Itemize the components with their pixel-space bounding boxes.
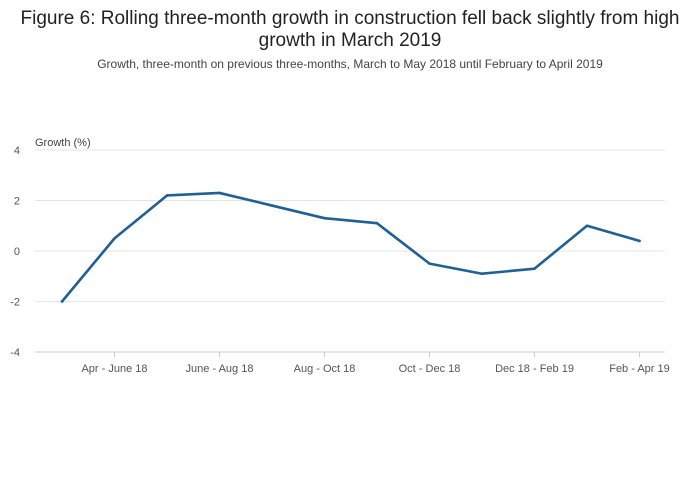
data-point (270, 204, 274, 207)
chart-title: Figure 6: Rolling three-month growth in … (20, 8, 680, 51)
y-tick-label: 4 (14, 145, 20, 157)
y-tick-label: 2 (14, 196, 20, 208)
x-tick-label: Feb - Apr 19 (609, 363, 670, 375)
y-tick-label: -2 (10, 297, 20, 309)
data-point (428, 262, 431, 265)
data-point (375, 221, 379, 225)
data-point (60, 300, 64, 303)
chart-subtitle: Growth, three-month on previous three-mo… (97, 57, 603, 71)
x-tick-label: Dec 18 - Feb 19 (495, 363, 574, 375)
x-tick-label: Apr - June 18 (81, 363, 147, 375)
series-group (60, 191, 641, 303)
data-point (585, 224, 589, 228)
data-point (218, 191, 221, 195)
y-axis-label: Growth (%) (35, 137, 91, 149)
gridlines (35, 149, 665, 353)
x-tick-label: June - Aug 18 (186, 363, 254, 375)
data-point (323, 216, 326, 220)
data-point (480, 272, 484, 276)
x-tick-label: Aug - Oct 18 (294, 363, 356, 375)
y-tick-label: 0 (14, 246, 20, 258)
data-point (638, 239, 641, 243)
x-tick-label: Oct - Dec 18 (399, 363, 461, 375)
data-point (165, 194, 169, 197)
data-point (533, 267, 536, 270)
y-tick-label: -4 (10, 347, 20, 359)
y-axis: 4 2 0 -2 -4 (10, 145, 20, 359)
series-line (60, 191, 641, 303)
x-axis: Apr - June 18 June - Aug 18 Aug - Oct 18 Oc… (81, 352, 670, 375)
data-point (113, 237, 116, 240)
